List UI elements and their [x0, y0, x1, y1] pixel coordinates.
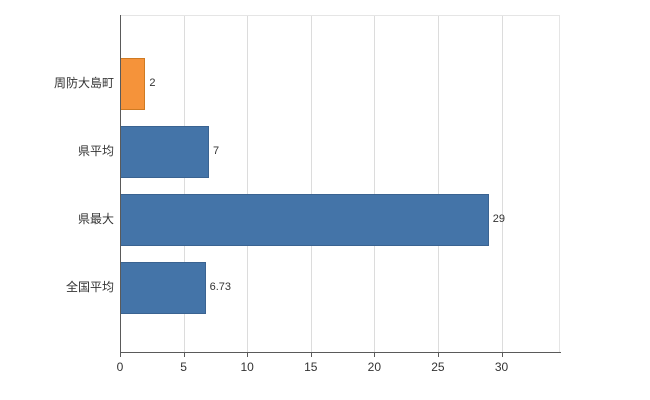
- bar-value-label-3: 6.73: [209, 281, 231, 293]
- tick-mark-30: [501, 353, 503, 357]
- tick-label-15: 15: [304, 360, 318, 374]
- gridline-x-5: [183, 16, 185, 352]
- tick-mark-10: [247, 353, 249, 357]
- tick-mark-20: [374, 353, 376, 357]
- y-axis-line: [120, 15, 121, 353]
- tick-label-0: 0: [116, 360, 124, 374]
- gridline-x-30: [501, 16, 503, 352]
- gridline-x-20: [374, 16, 376, 352]
- tick-label-10: 10: [240, 360, 254, 374]
- category-label-2: 県最大: [77, 212, 114, 226]
- tick-label-20: 20: [367, 360, 381, 374]
- bar-value-label-2: 29: [492, 213, 506, 225]
- bar-0: [120, 58, 146, 110]
- tick-label-25: 25: [431, 360, 445, 374]
- bar-3: [120, 262, 206, 314]
- tick-mark-15: [310, 353, 312, 357]
- x-axis-line: [120, 352, 561, 353]
- gridline-x-10: [247, 16, 249, 352]
- tick-label-5: 5: [180, 360, 187, 374]
- bar-1: [120, 126, 210, 178]
- bar-value-label-1: 7: [213, 145, 220, 157]
- plot-area: [120, 15, 560, 352]
- category-label-0: 周防大島町: [53, 76, 114, 90]
- tick-mark-5: [183, 353, 185, 357]
- bar-2: [120, 194, 489, 246]
- tick-mark-0: [120, 353, 121, 357]
- bar-value-label-0: 2: [149, 77, 156, 89]
- tick-mark-25: [437, 353, 439, 357]
- tick-label-30: 30: [494, 360, 509, 374]
- category-label-1: 県平均: [77, 144, 114, 158]
- gridline-x-25: [437, 16, 439, 352]
- gridline-x-15: [310, 16, 312, 352]
- category-label-3: 全国平均: [65, 280, 114, 294]
